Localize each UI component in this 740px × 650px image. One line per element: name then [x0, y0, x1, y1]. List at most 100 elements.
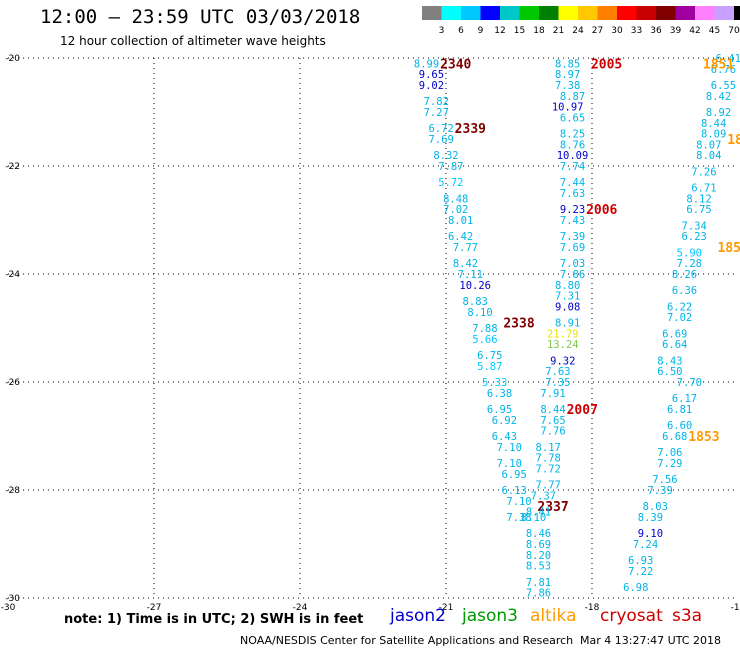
swh-value-label: 6.17	[672, 393, 697, 405]
track-pass-label: 1852	[717, 241, 740, 256]
swh-value-label: 7.10	[497, 442, 522, 454]
swh-value-label: 8.09	[701, 129, 726, 141]
swh-value-label: 6.75	[477, 350, 502, 362]
swh-value-label: 6.22	[667, 301, 692, 313]
swh-value-label: 9.32	[550, 355, 575, 367]
swh-value-label: 6.98	[623, 582, 648, 594]
swh-value-label: 7.06	[657, 447, 682, 459]
swh-value-label: 6.95	[487, 404, 512, 416]
swh-value-label: 21.79	[547, 328, 579, 340]
colorbar-swatch	[422, 6, 442, 20]
swh-value-label: 8.85	[555, 58, 580, 70]
swh-value-label: 6.13	[501, 485, 526, 497]
swh-value-label: 7.74	[560, 161, 585, 173]
swh-value-label: 8.87	[560, 91, 585, 103]
swh-value-label: 7.26	[691, 166, 716, 178]
swh-value-label: 7.27	[424, 107, 449, 119]
colorbar-tick-label: 39	[670, 26, 682, 36]
swh-value-label: 8.97	[555, 69, 580, 81]
swh-value-label: 6.93	[628, 555, 653, 567]
swh-value-label: 7.43	[560, 215, 585, 227]
swh-value-label: 8.12	[686, 193, 711, 205]
colorbar-swatch	[714, 6, 734, 20]
x-tick-label: -24	[293, 603, 308, 613]
satellite-legend-altika: altika	[530, 606, 577, 626]
swh-value-label: 7.10	[497, 458, 522, 470]
swh-value-label: 9.65	[419, 69, 444, 81]
colorbar-swatch	[500, 6, 520, 20]
y-tick-label: -22	[5, 162, 20, 172]
swh-value-label: 6.92	[492, 415, 517, 427]
swh-value-label: 5.66	[472, 334, 497, 346]
x-tick-label: -21	[439, 603, 454, 613]
swh-value-label: 6.41	[716, 53, 740, 65]
page-title: 12:00 – 23:59 UTC 03/03/2018	[40, 6, 361, 28]
swh-value-label: 6.43	[492, 431, 517, 443]
swh-value-label: 7.86	[526, 588, 551, 600]
track-pass-label: 2006	[586, 203, 617, 218]
swh-value-label: 5.87	[477, 361, 502, 373]
swh-value-label: 13.24	[547, 339, 579, 351]
swh-value-label: 8.20	[526, 550, 551, 562]
swh-value-label: 8.42	[706, 91, 731, 103]
swh-value-label: 8.32	[433, 150, 458, 162]
track-pass-label: 1851	[703, 57, 734, 72]
swh-value-label: 7.28	[677, 258, 702, 270]
colorbar-swatch	[597, 6, 617, 20]
swh-value-label: 7.38	[555, 80, 580, 92]
colorbar-tick-label: 36	[650, 26, 662, 36]
track-pass-label: 2007	[567, 403, 598, 418]
swh-value-label: 7.03	[560, 258, 585, 270]
swh-value-label: 6.69	[662, 328, 687, 340]
swh-value-label: 8.25	[560, 129, 585, 141]
swh-value-label: 8.42	[453, 258, 478, 270]
swh-value-label: 6.65	[560, 112, 585, 124]
swh-value-label: 8.76	[560, 139, 585, 151]
swh-value-label: 7.72	[536, 463, 561, 475]
colorbar-swatch	[558, 6, 578, 20]
colorbar-tick-label: 21	[553, 26, 564, 36]
swh-value-label: 8.44	[540, 404, 565, 416]
colorbar-swatch	[539, 6, 559, 20]
track-pass-label: 2339	[455, 122, 486, 137]
colorbar-swatch	[461, 6, 481, 20]
swh-value-label: 7.22	[628, 566, 653, 578]
colorbar-tick-label: 42	[689, 26, 700, 36]
swh-value-label: 8.46	[526, 528, 551, 540]
swh-value-label: 7.11	[458, 269, 483, 281]
colorbar-tick-label: 9	[478, 26, 484, 36]
track-pass-label: 2005	[591, 57, 622, 72]
swh-value-label: 8.91	[555, 318, 580, 330]
colorbar-unit-label: (ft)	[739, 26, 740, 36]
swh-value-label: 6.95	[501, 469, 526, 481]
colorbar-tick-label: 18	[533, 26, 545, 36]
swh-value-label: 6.23	[682, 231, 707, 243]
swh-value-label: 7.29	[657, 458, 682, 470]
swh-value-label: 7.63	[545, 366, 570, 378]
swh-value-label: 9.10	[638, 528, 663, 540]
swh-value-label: 5.90	[677, 247, 702, 259]
swh-value-label: 7.77	[453, 242, 478, 254]
colorbar-tick-label: 3	[439, 26, 445, 36]
swh-value-label: 8.53	[526, 561, 551, 573]
credit-text: NOAA/NESDIS Center for Satellite Applica…	[240, 634, 574, 647]
swh-value-label: 7.69	[428, 134, 453, 146]
colorbar-tick-label: 30	[611, 26, 623, 36]
swh-value-label: 8.99	[414, 58, 439, 70]
x-tick-label: -15	[731, 603, 740, 613]
swh-value-label: 8.26	[672, 269, 697, 281]
swh-value-label: 7.77	[536, 480, 561, 492]
swh-value-label: 7.65	[540, 415, 565, 427]
y-tick-label: -26	[5, 378, 20, 388]
swh-value-label: 7.76	[540, 426, 565, 438]
colorbar-tick-label: 45	[709, 26, 720, 36]
swh-value-label: 7.10	[506, 496, 531, 508]
colorbar-tick-label: 12	[494, 26, 505, 36]
swh-value-label: 8.07	[696, 139, 721, 151]
colorbar-swatch	[656, 6, 676, 20]
swh-value-label: 10.26	[459, 280, 491, 292]
colorbar-swatch	[578, 6, 598, 20]
swh-value-label: 7.31	[555, 291, 580, 303]
